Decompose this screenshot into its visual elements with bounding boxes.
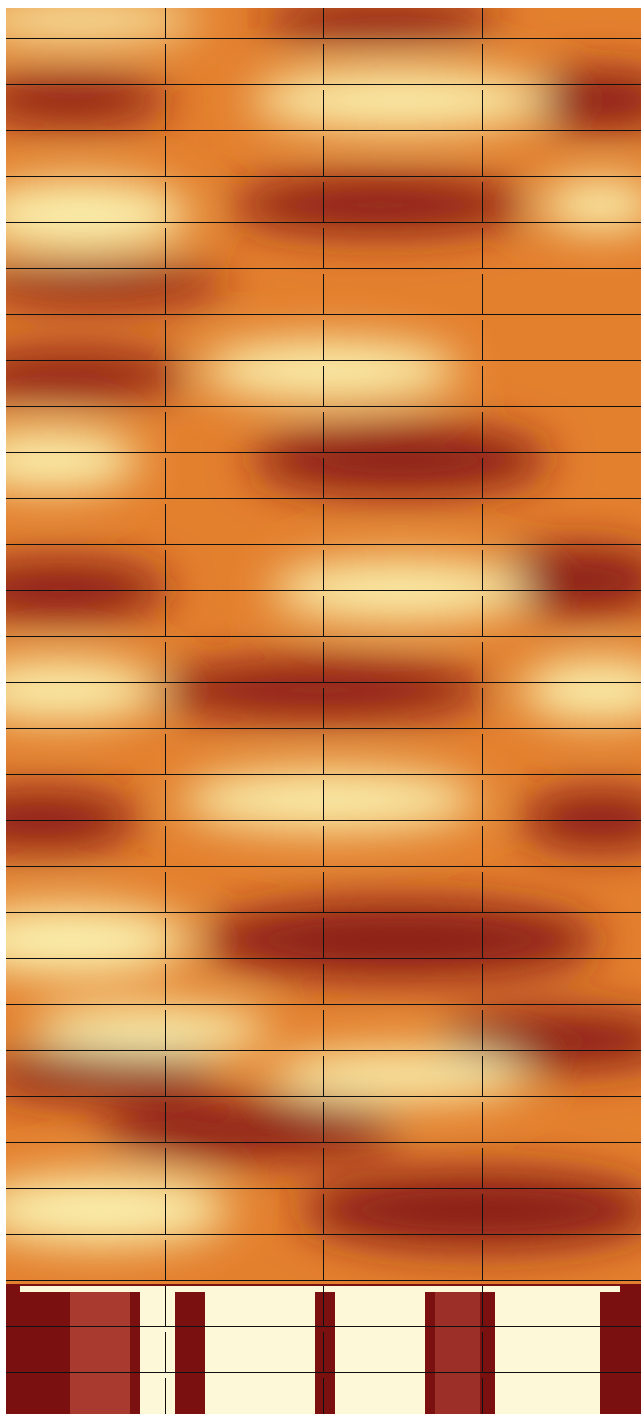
dark-blob — [6, 75, 170, 125]
light-blob — [6, 905, 190, 975]
dark-regions — [6, 8, 641, 1250]
band-stripe — [335, 1290, 425, 1414]
light-blob — [520, 660, 641, 720]
band-stripe — [495, 1290, 600, 1414]
band-stripe — [70, 1290, 130, 1414]
light-blob — [6, 660, 160, 720]
dark-blob — [6, 265, 230, 305]
light-blob — [30, 1005, 270, 1055]
heatmap-blobs — [6, 8, 641, 1250]
light-blob — [250, 70, 550, 130]
light-blob — [200, 340, 460, 400]
dark-blob — [6, 1050, 220, 1100]
dark-blob — [250, 425, 550, 495]
band-stripe — [140, 1290, 175, 1414]
light-blob — [270, 1050, 530, 1100]
dark-blob — [200, 900, 600, 980]
dark-blob — [520, 70, 641, 130]
dark-blob — [260, 8, 500, 42]
light-blob — [6, 8, 200, 40]
light-blob — [6, 1175, 230, 1245]
band-stripe — [435, 1290, 480, 1414]
light-blob — [540, 180, 641, 230]
light-blob — [6, 430, 140, 490]
dark-blob — [230, 175, 530, 235]
dark-blob — [100, 1100, 400, 1160]
dark-blob — [300, 1170, 641, 1250]
band-stripe — [205, 1290, 315, 1414]
band-edge — [20, 1286, 620, 1292]
light-blob — [180, 770, 480, 830]
dark-blob — [6, 350, 190, 400]
dark-blob — [490, 545, 641, 615]
dark-blob — [150, 660, 490, 720]
dark-blob — [440, 1010, 641, 1070]
horizontal-grid-lines — [6, 38, 641, 1373]
grid — [6, 8, 641, 1414]
light-blob — [6, 180, 190, 250]
vertical-grid-lines — [165, 8, 483, 1414]
